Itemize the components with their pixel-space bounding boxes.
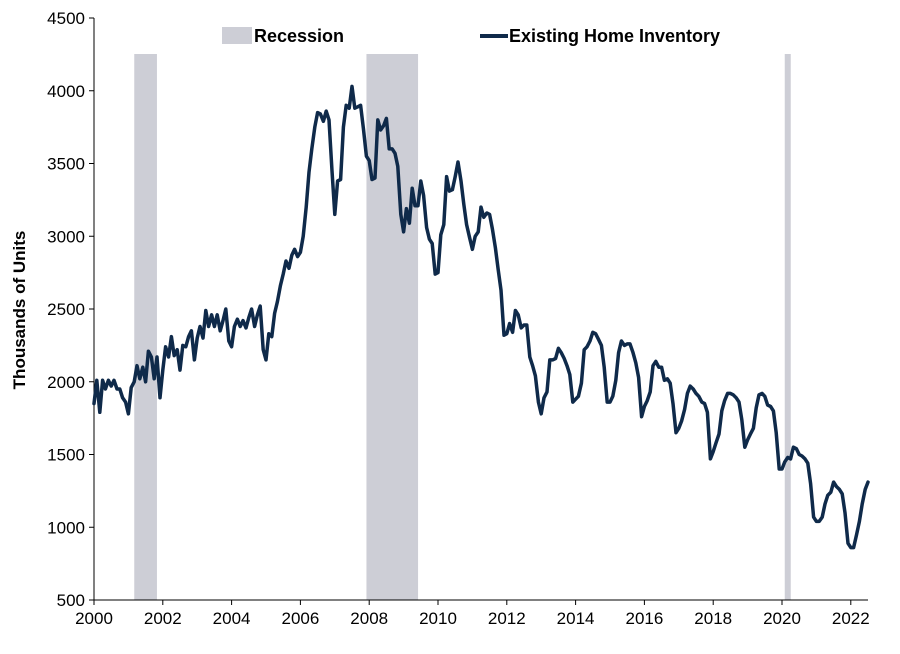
- x-tick-label: 2006: [281, 609, 319, 628]
- y-tick-label: 3500: [47, 155, 85, 174]
- legend: Recession Existing Home Inventory: [222, 26, 720, 46]
- legend-label-inventory: Existing Home Inventory: [509, 26, 720, 46]
- y-tick-label: 2000: [47, 373, 85, 392]
- x-tick-label: 2004: [213, 609, 251, 628]
- recession-band-2: [366, 54, 419, 600]
- y-tick-label: 1500: [47, 446, 85, 465]
- x-tick-label: 2010: [419, 609, 457, 628]
- axes: 500 1000 1500 2000 2500 3000 3500 4000 4500 2000 2…: [47, 9, 870, 628]
- recession-band-3: [784, 54, 791, 600]
- x-tick-label: 2016: [625, 609, 663, 628]
- y-tick-label: 4000: [47, 82, 85, 101]
- legend-swatch-recession: [222, 27, 252, 44]
- x-tick-label: 2012: [488, 609, 526, 628]
- x-tick-label: 2014: [557, 609, 595, 628]
- x-tick-label: 2022: [832, 609, 870, 628]
- x-tick-label: 2002: [144, 609, 182, 628]
- x-tick-label: 2000: [75, 609, 113, 628]
- y-axis-title: Thousands of Units: [10, 231, 29, 390]
- x-tick-label: 2018: [694, 609, 732, 628]
- x-tick-label: 2008: [350, 609, 388, 628]
- y-tick-label: 4500: [47, 9, 85, 28]
- y-tick-label: 500: [57, 591, 85, 610]
- series-lines: [92, 84, 870, 550]
- series-line-1: [92, 84, 870, 550]
- y-tick-label: 1000: [47, 518, 85, 537]
- recession-band-1: [134, 54, 157, 600]
- y-tick-label: 2500: [47, 300, 85, 319]
- y-tick-label: 3000: [47, 227, 85, 246]
- legend-label-recession: Recession: [254, 26, 344, 46]
- x-tick-label: 2020: [763, 609, 801, 628]
